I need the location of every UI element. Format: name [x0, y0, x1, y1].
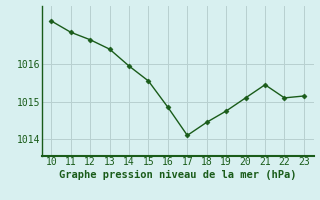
- X-axis label: Graphe pression niveau de la mer (hPa): Graphe pression niveau de la mer (hPa): [59, 170, 296, 180]
